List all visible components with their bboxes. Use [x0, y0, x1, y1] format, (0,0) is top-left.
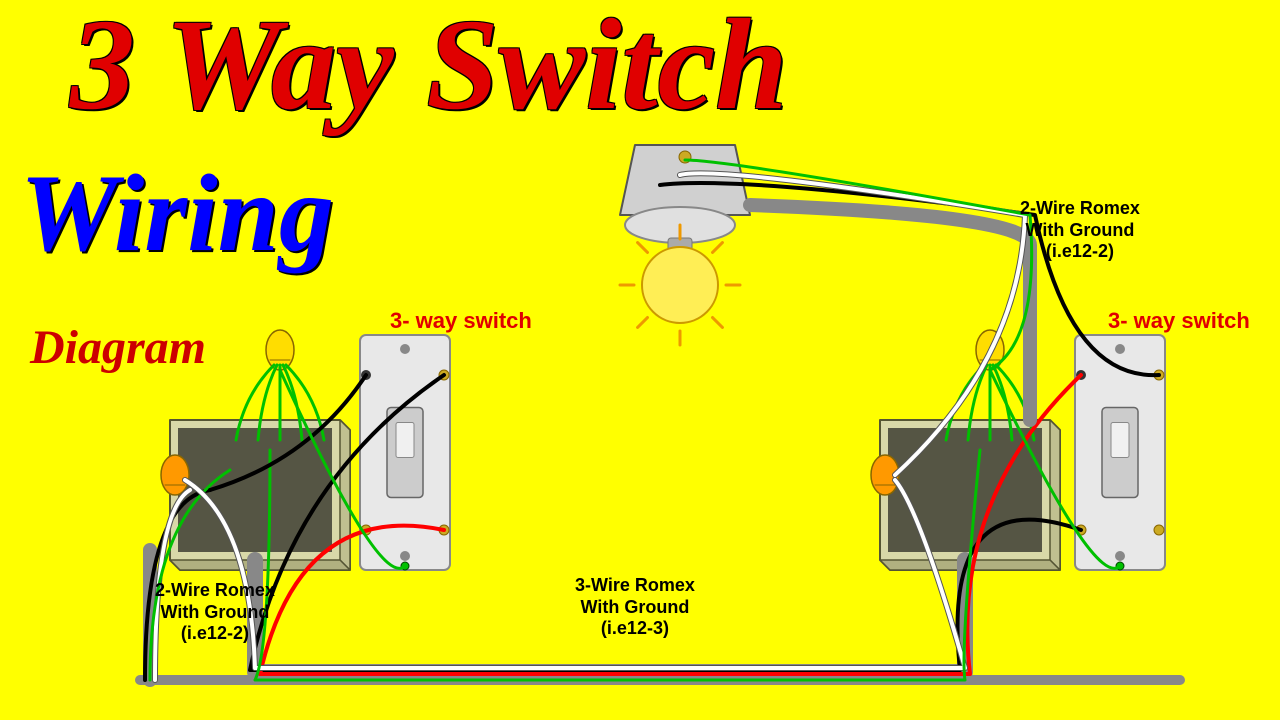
label-romex-bottom-left: 2-Wire RomexWith Ground(i.e12-2)	[155, 580, 275, 645]
label-switch-right: 3- way switch	[1108, 308, 1250, 334]
label-romex-bottom-mid: 3-Wire RomexWith Ground(i.e12-3)	[575, 575, 695, 640]
title-diagram: Diagram	[30, 320, 206, 375]
diagram-canvas: 3 Way Switch Wiring Diagram 3- way switc…	[0, 0, 1280, 720]
title-wiring: Wiring	[20, 150, 334, 277]
label-switch-left: 3- way switch	[390, 308, 532, 334]
label-romex-top-right: 2-Wire RomexWith Ground(i.e12-2)	[1020, 198, 1140, 263]
title-main: 3 Way Switch	[70, 0, 788, 140]
